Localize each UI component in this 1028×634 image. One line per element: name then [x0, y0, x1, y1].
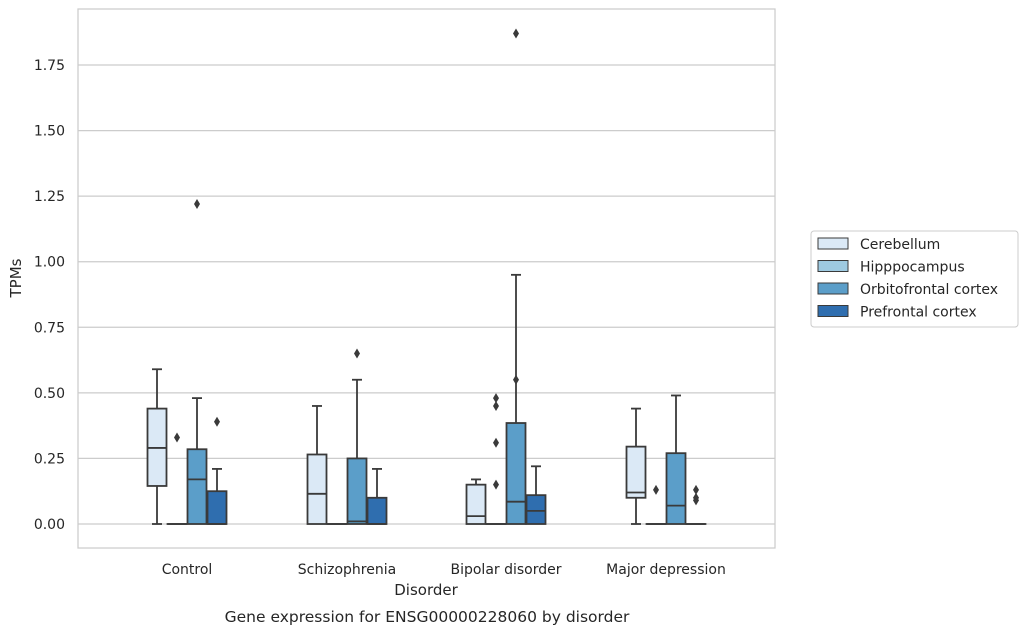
x-tick-label: Bipolar disorder: [450, 562, 561, 578]
legend-label: Prefrontal cortex: [860, 305, 977, 321]
legend: Cerebellum Hipppocampus Orbitofrontal cort…: [810, 230, 1019, 328]
chart-title: Gene expression for ENSG00000228060 by d…: [225, 608, 630, 626]
outlier-point: [653, 484, 659, 495]
y-tick-label: 1.25: [34, 189, 65, 205]
box-0-3: [625, 407, 647, 525]
box-1-0: [166, 432, 188, 525]
legend-swatch: [817, 260, 849, 272]
plot-area-frame: [77, 8, 776, 549]
legend-swatch: [817, 282, 849, 295]
box-body: [186, 448, 208, 525]
box-body: [366, 496, 388, 525]
box-body: [465, 483, 487, 525]
x-tick-label: Schizophrenia: [298, 562, 396, 578]
box-series: [146, 28, 707, 525]
box-3-2: [525, 465, 547, 525]
outlier-point: [693, 484, 699, 495]
outlier-point: [194, 199, 200, 210]
x-axis-ticks: Control Schizophrenia Bipolar disorder Majo…: [162, 562, 726, 578]
outlier-point: [693, 492, 699, 503]
box-body: [346, 457, 368, 525]
outlier-point: [214, 416, 220, 427]
box-body: [306, 453, 328, 525]
legend-label: Hipppocampus: [860, 260, 965, 276]
legend-swatch: [817, 305, 849, 317]
box-body: [206, 490, 228, 525]
y-tick-label: 0.75: [34, 320, 65, 336]
outlier-point: [493, 393, 499, 404]
legend-frame: [810, 230, 1019, 328]
box-3-0: [206, 416, 228, 525]
x-axis-label: Disorder: [394, 581, 458, 599]
box-0-1: [306, 405, 328, 525]
outlier-point: [174, 432, 180, 443]
outlier-point: [513, 374, 519, 385]
outlier-point: [513, 28, 519, 39]
legend-label: Cerebellum: [860, 237, 940, 253]
box-3-1: [366, 468, 388, 525]
y-axis-label: TPMs: [7, 258, 25, 298]
box-2-1: [346, 348, 368, 525]
y-tick-label: 1.00: [34, 255, 65, 271]
box-3-3: [685, 484, 707, 525]
box-body: [665, 452, 687, 525]
box-2-3: [665, 394, 687, 525]
y-tick-label: 0.50: [34, 386, 65, 402]
outlier-point: [493, 479, 499, 490]
box-0-2: [465, 478, 487, 525]
box-body: [505, 422, 527, 525]
y-tick-label: 0.25: [34, 451, 65, 467]
outlier-point: [493, 437, 499, 448]
y-tick-label: 0.00: [34, 517, 65, 533]
y-tick-label: 1.75: [34, 58, 65, 74]
box-1-3: [645, 484, 667, 525]
box-body: [625, 445, 647, 499]
x-tick-label: Major depression: [606, 562, 726, 578]
outlier-point: [493, 400, 499, 411]
x-tick-label: Control: [162, 562, 213, 578]
box-0-0: [146, 368, 168, 525]
outlier-point: [354, 348, 360, 359]
box-1-2: [485, 393, 507, 525]
y-tick-label: 1.50: [34, 124, 65, 140]
box-2-2: [505, 28, 527, 525]
box-2-0: [186, 199, 208, 525]
legend-label: Orbitofrontal cortex: [860, 282, 998, 298]
box-body: [525, 494, 547, 525]
legend-swatch: [817, 237, 849, 250]
y-axis-ticks: 0.00 0.25 0.50 0.75 1.00 1.25 1.50 1.75: [34, 58, 65, 533]
